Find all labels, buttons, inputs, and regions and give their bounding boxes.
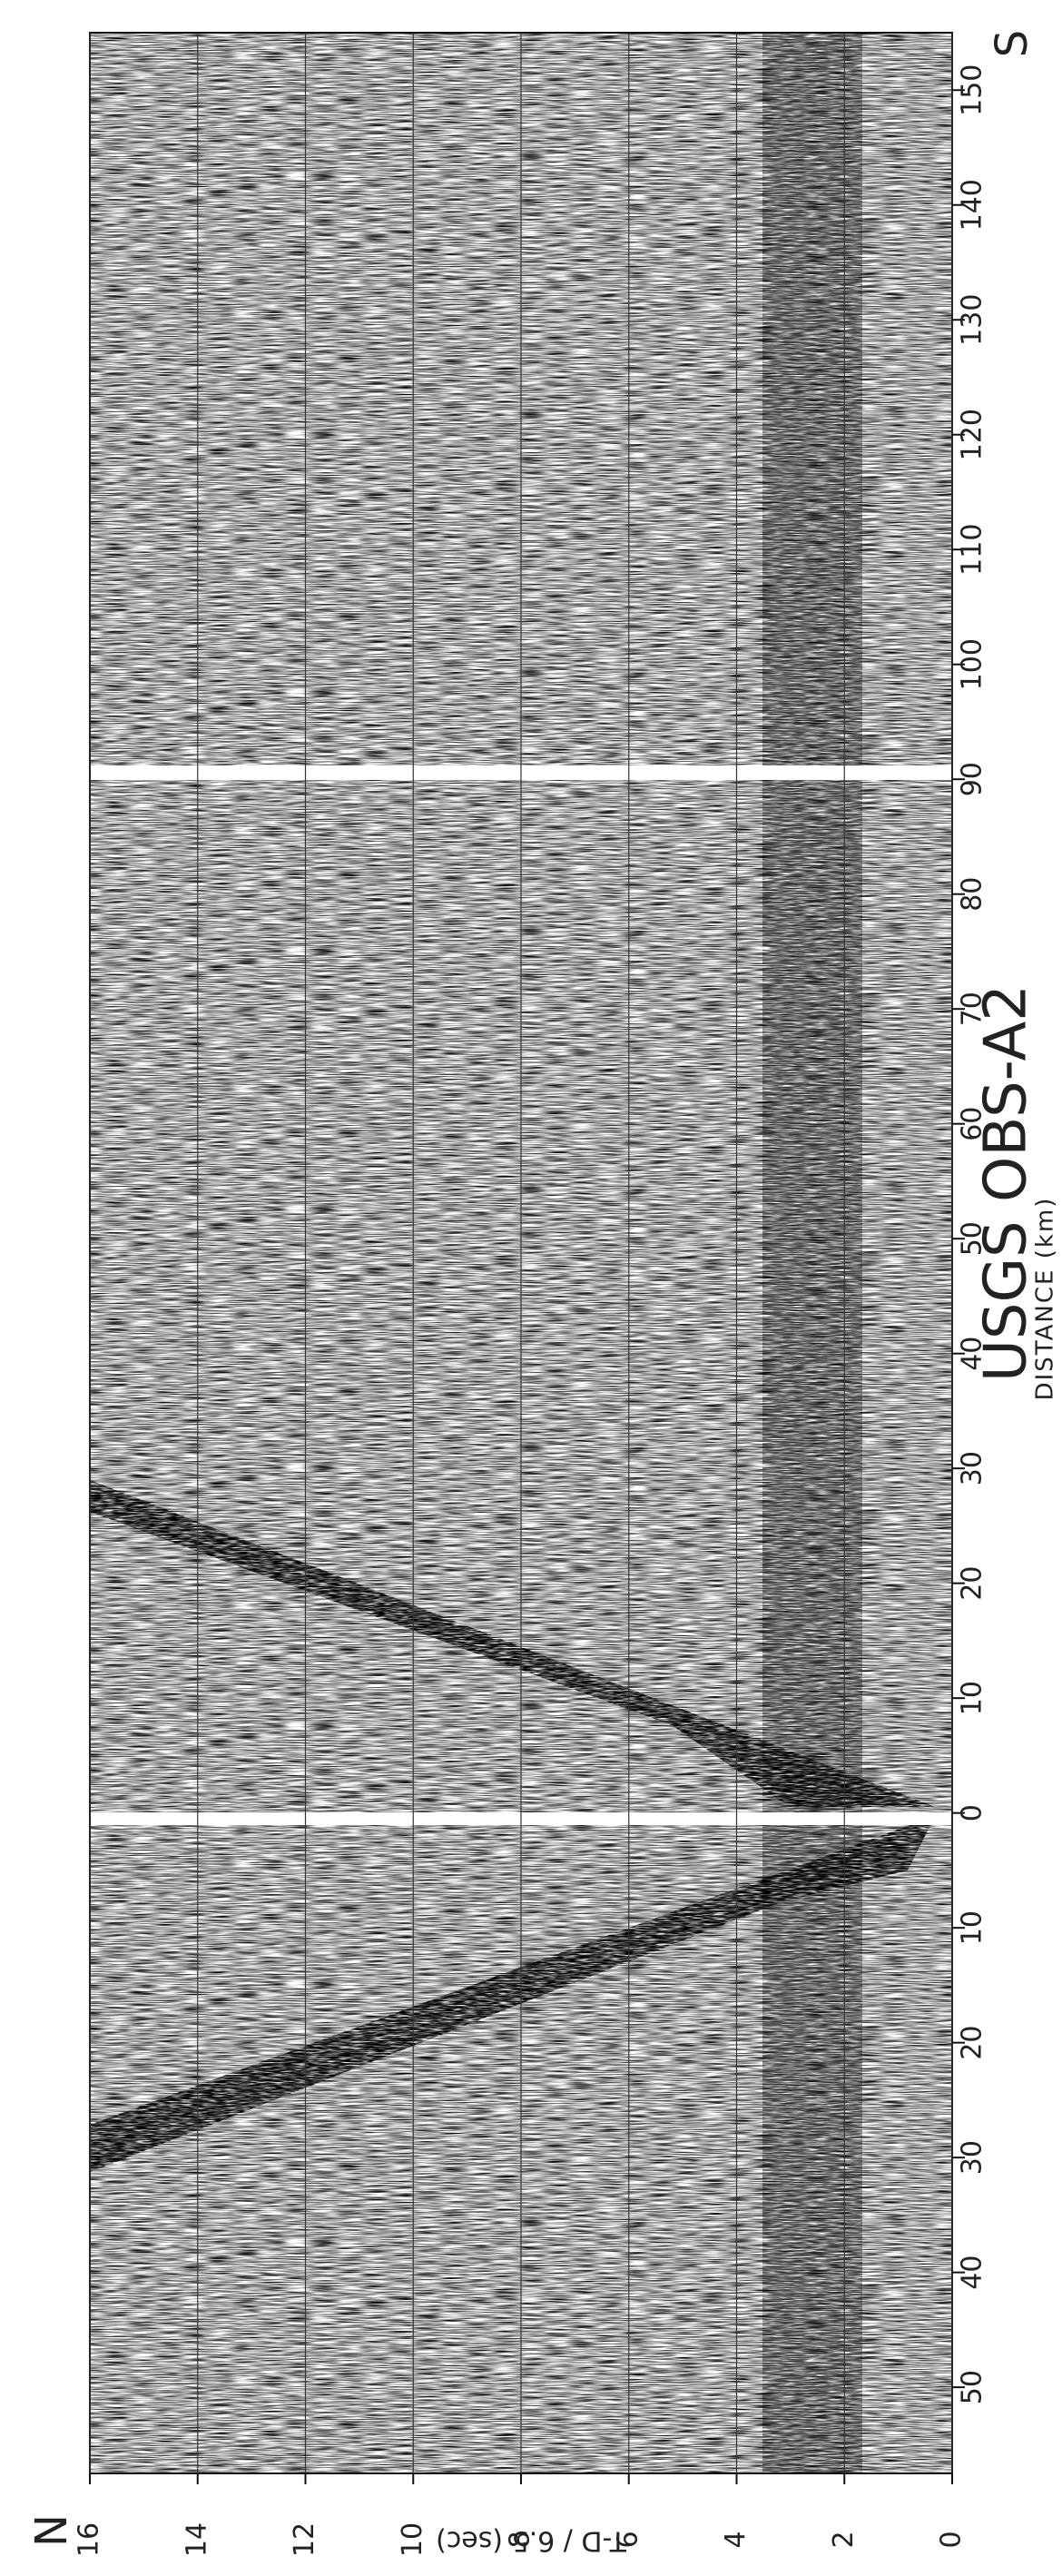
y-tick-label: 0 [936, 2531, 968, 2548]
south-arrivals [90, 1480, 935, 1807]
x-tick-label: 50 [957, 1221, 988, 1256]
y-tick-label: 6 [612, 2531, 644, 2548]
x-tick-label: 20 [957, 2026, 988, 2060]
y-tick-label: 14 [181, 2522, 212, 2557]
y-tick-label: 10 [397, 2522, 428, 2557]
x-tick-label: 10 [957, 1681, 988, 1715]
south-label: S [987, 30, 1037, 57]
x-tick-label: 50 [957, 2370, 988, 2404]
x-tick-label: 30 [957, 1451, 988, 1485]
x-tick-label: 130 [957, 294, 988, 346]
x-tick-label: 120 [957, 409, 988, 460]
north-label: N [26, 2514, 77, 2547]
x-tick-label: 10 [957, 1910, 988, 1945]
chart-title: USGS OBS-A2 [973, 984, 1040, 1382]
y-tick-label: 4 [720, 2531, 752, 2548]
x-tick-label: 110 [957, 524, 988, 576]
x-tick-label: 70 [957, 992, 988, 1026]
arrival-band [762, 33, 862, 2473]
x-tick-label: 40 [957, 2255, 988, 2290]
y-tick-label: 16 [74, 2522, 105, 2557]
y-tick-label: 2 [828, 2531, 860, 2548]
x-tick-label: 100 [957, 638, 988, 690]
x-tick-label: 150 [957, 64, 988, 116]
x-tick-label: 60 [957, 1107, 988, 1141]
x-tick-label: 90 [957, 762, 988, 796]
x-tick-label: 140 [957, 179, 988, 231]
x-axis-label: DISTANCE (km) [1032, 1197, 1059, 1401]
y-tick-label: 12 [289, 2522, 320, 2557]
north-arrivals [90, 1816, 935, 2172]
x-tick-label: 80 [957, 877, 988, 912]
x-tick-label: 20 [957, 1566, 988, 1601]
x-tick-label: 40 [957, 1337, 988, 1371]
x-tick-label: 30 [957, 2140, 988, 2175]
y-tick-label: 8 [505, 2531, 536, 2548]
x-tick-label: 0 [957, 1804, 988, 1821]
y-axis-label: T-D / 6.5 (sec) [436, 2525, 627, 2557]
